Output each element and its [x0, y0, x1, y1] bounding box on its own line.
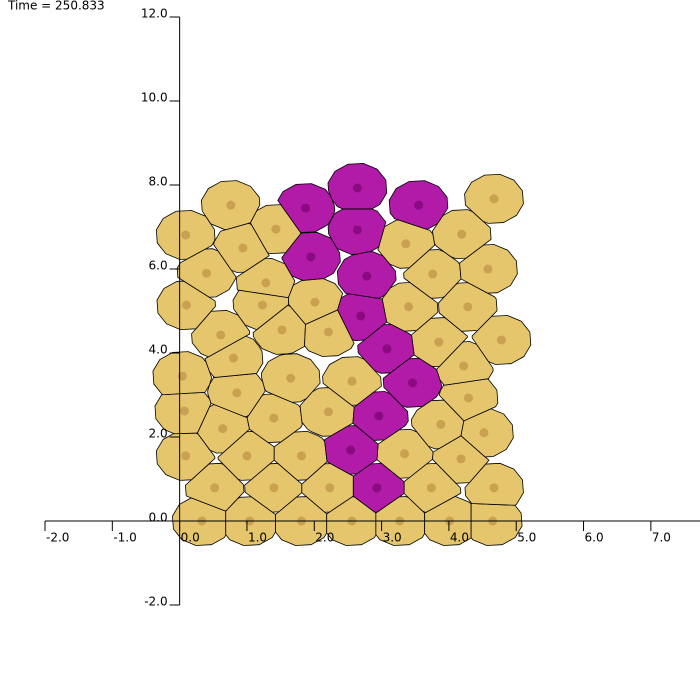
- y-tick-label: 0.0: [149, 511, 168, 525]
- nucleus: [181, 230, 191, 240]
- y-tick-label: -2.0: [144, 595, 167, 609]
- nucleus: [181, 451, 191, 461]
- nucleus: [323, 327, 333, 337]
- nucleus: [374, 411, 384, 421]
- nucleus: [257, 300, 267, 310]
- nucleus: [238, 243, 248, 253]
- x-tick-label: -2.0: [46, 531, 69, 545]
- y-tick-label: 2.0: [149, 427, 168, 441]
- x-tick-label: 2.0: [315, 531, 334, 545]
- x-tick-label: 0.0: [181, 531, 200, 545]
- y-tick-label: 12.0: [141, 7, 168, 21]
- nucleus: [426, 483, 436, 493]
- nucleus: [269, 483, 279, 493]
- x-tick-label: -1.0: [113, 531, 136, 545]
- nucleus: [269, 413, 279, 423]
- nucleus: [228, 353, 238, 363]
- nucleus: [489, 483, 499, 493]
- nucleus: [456, 454, 466, 464]
- y-tick-label: 10.0: [141, 91, 168, 105]
- nucleus: [210, 483, 220, 493]
- nucleus: [463, 302, 473, 312]
- nucleus: [408, 378, 418, 388]
- nucleus: [459, 361, 469, 371]
- nucleus: [181, 300, 191, 310]
- nucleus: [226, 200, 236, 210]
- cell: [470, 503, 523, 546]
- y-tick-label: 4.0: [149, 343, 168, 357]
- nucleus: [216, 330, 226, 340]
- nucleus: [362, 271, 372, 281]
- nucleus: [434, 337, 444, 347]
- nucleus: [428, 269, 438, 279]
- nucleus: [489, 194, 499, 204]
- nucleus: [436, 419, 446, 429]
- nucleus: [372, 483, 382, 493]
- nucleus: [414, 200, 424, 210]
- nucleus: [310, 297, 320, 307]
- x-tick-label: 5.0: [517, 531, 536, 545]
- nucleus: [463, 393, 473, 403]
- nucleus: [404, 302, 414, 312]
- chart-title: Time = 250.833: [7, 0, 105, 13]
- x-tick-label: 4.0: [450, 531, 469, 545]
- y-tick-label: 6.0: [149, 259, 168, 273]
- nucleus: [346, 445, 356, 455]
- nucleus: [179, 406, 189, 416]
- nucleus: [218, 424, 228, 434]
- nucleus: [286, 373, 296, 383]
- nucleus: [356, 311, 366, 321]
- nucleus: [202, 268, 212, 278]
- nucleus: [401, 239, 411, 249]
- nucleus: [296, 451, 306, 461]
- nucleus: [325, 483, 335, 493]
- nucleus: [301, 203, 311, 213]
- y-tick-label: 8.0: [149, 175, 168, 189]
- x-tick-label: 6.0: [585, 531, 604, 545]
- nucleus: [323, 407, 333, 417]
- nucleus: [271, 224, 281, 234]
- nucleus: [382, 344, 392, 354]
- nucleus: [347, 376, 357, 386]
- x-tick-label: 1.0: [248, 531, 267, 545]
- nucleus: [496, 335, 506, 345]
- nucleus: [479, 428, 489, 438]
- cell: [235, 257, 296, 299]
- nucleus: [306, 252, 316, 262]
- nucleus: [457, 229, 467, 239]
- nucleus: [261, 278, 271, 288]
- nucleus: [352, 225, 362, 235]
- nucleus: [277, 325, 287, 335]
- nucleus: [232, 388, 242, 398]
- x-tick-label: 3.0: [383, 531, 402, 545]
- nucleus: [399, 449, 409, 459]
- nucleus: [483, 264, 493, 274]
- x-tick-label: 7.0: [652, 531, 671, 545]
- nucleus: [242, 451, 252, 461]
- nucleus: [352, 183, 362, 193]
